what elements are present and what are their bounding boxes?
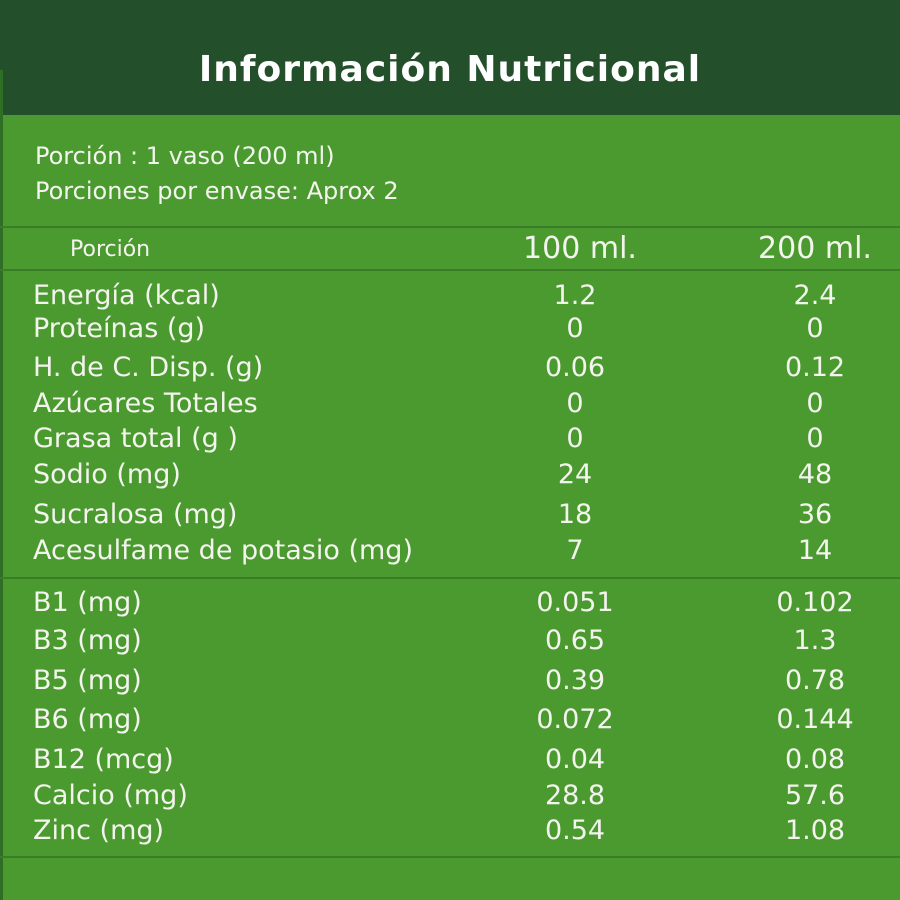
value-100ml: 0 [566,313,584,344]
nutrient-label: Acesulfame de potasio (mg) [33,535,413,566]
servings-per-container: Porciones por envase: Aprox 2 [35,177,399,205]
left-edge [0,70,3,900]
divider [0,577,900,579]
header-band [0,0,900,115]
nutrient-label: Zinc (mg) [33,815,165,846]
nutrient-label: B6 (mg) [33,704,142,735]
value-200ml: 0 [806,423,824,454]
column-header: Porción [70,237,151,262]
value-100ml: 24 [557,459,593,490]
value-200ml: 0.102 [776,587,854,618]
value-100ml: 28.8 [544,780,606,811]
nutrient-label: B1 (mg) [33,587,142,618]
nutrient-label: Azúcares Totales [33,388,258,419]
value-200ml: 1.08 [784,815,846,846]
value-200ml: 36 [797,499,833,530]
nutrient-label: H. de C. Disp. (g) [33,352,264,383]
value-200ml: 14 [797,535,833,566]
value-200ml: 0.12 [784,352,846,383]
divider [0,269,900,271]
nutrient-label: Energía (kcal) [33,280,220,311]
value-100ml: 0.39 [544,665,606,696]
value-100ml: 0 [566,423,584,454]
value-200ml: 0 [806,313,824,344]
divider [0,226,900,228]
value-200ml: 1.3 [793,625,837,656]
nutrient-label: Sodio (mg) [33,459,181,490]
value-200ml: 0 [806,388,824,419]
value-100ml: 0.54 [544,815,606,846]
value-100ml: 0.65 [544,625,606,656]
value-100ml: 0.04 [544,744,606,775]
title: Información Nutricional [198,49,702,90]
value-100ml: 1.2 [553,280,597,311]
value-100ml: 0 [566,388,584,419]
value-200ml: 57.6 [784,780,846,811]
value-100ml: 0.072 [536,704,614,735]
nutrient-label: B12 (mcg) [33,744,174,775]
nutrient-label: Calcio (mg) [33,780,188,811]
serving-size: Porción : 1 vaso (200 ml) [35,142,335,170]
value-200ml: 0.144 [776,704,854,735]
value-200ml: 0.78 [784,665,846,696]
nutrient-label: Proteínas (g) [33,313,206,344]
nutrient-label: Grasa total (g ) [33,423,238,454]
value-200ml: 2.4 [793,280,837,311]
nutrient-label: B5 (mg) [33,665,142,696]
column-header: 100 ml. [523,231,637,266]
value-100ml: 18 [557,499,593,530]
divider [0,856,900,858]
value-100ml: 0.06 [544,352,606,383]
value-100ml: 0.051 [536,587,614,618]
value-200ml: 48 [797,459,833,490]
nutrient-label: B3 (mg) [33,625,142,656]
value-200ml: 0.08 [784,744,846,775]
value-100ml: 7 [566,535,584,566]
nutrient-label: Sucralosa (mg) [33,499,238,530]
column-header: 200 ml. [758,231,872,266]
